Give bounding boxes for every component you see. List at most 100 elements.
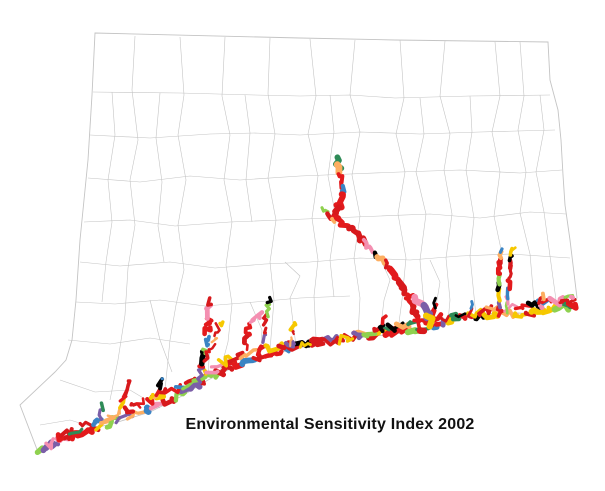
shoreline-segment [315,337,337,347]
town-boundary-line [109,35,139,401]
shoreline-segment [511,246,517,252]
shoreline-segment [309,337,326,348]
shoreline-segment [432,296,437,310]
shoreline-segment [160,396,177,407]
shoreline-segment [75,427,95,439]
shoreline-segment [181,380,194,391]
shoreline-segment [331,214,351,229]
town-boundary-line [39,419,97,429]
shoreline-segment [135,397,146,409]
shoreline-segment [398,285,408,297]
shoreline-segment [243,321,253,337]
shoreline-segment [547,295,566,308]
shoreline-segment [206,296,213,307]
shoreline-segment [540,291,546,302]
shoreline-segment [202,325,213,337]
shoreline-segment [380,314,388,326]
shoreline-segment [288,321,298,332]
shoreline-segment [78,420,92,428]
shoreline-segment [469,300,474,310]
shoreline-segment [336,172,345,190]
shoreline-segment [565,300,579,311]
shoreline-segment [143,404,152,415]
map-title: Environmental Sensitivity Index 2002 [185,416,475,433]
town-boundary-line [89,129,556,139]
shoreline-segment [377,323,386,334]
town-boundary-line [535,94,557,301]
shoreline-segment [351,330,364,341]
town-boundary-line [83,211,567,227]
shoreline-segment [320,206,330,214]
town-boundary-line [101,91,116,303]
shoreline-segment [496,272,502,287]
town-boundary-line [517,41,535,301]
shoreline-segment [238,348,258,361]
shoreline-segment [330,216,337,224]
shoreline-segment [203,334,211,348]
shoreline-segment [361,237,375,255]
shoreline-segment [213,322,221,338]
town-boundary-line [164,36,187,391]
town-boundary-line [349,39,361,337]
shoreline-segment [218,320,225,328]
shoreline-segment [449,311,462,322]
shoreline-segment [283,339,296,349]
shoreline-segment [495,259,503,277]
shoreline-segment [129,402,138,407]
shoreline-segment [264,302,272,319]
shoreline-segment [204,302,214,321]
shoreline-segment [155,377,165,391]
town-boundary-line [267,37,277,351]
town-boundary-line [415,97,427,306]
town-boundary-line [79,253,571,269]
town-boundary-line [439,40,453,323]
shoreline-segment [298,341,312,349]
shoreline-segment [568,294,576,300]
town-boundary-line [307,38,319,339]
town-boundary-line [87,169,563,183]
shoreline-segment [99,415,116,425]
shoreline-segment [261,333,268,344]
shoreline-segment [333,161,343,177]
shoreline-segment [385,322,397,333]
shoreline-segment [265,295,273,305]
shoreline-segment [289,336,293,348]
shoreline-segment [422,312,436,330]
shoreline-segment [209,361,226,369]
town-boundary-line [465,95,477,317]
shoreline-segment [528,307,547,315]
shoreline-segment [498,247,504,254]
shoreline-segment [216,354,235,368]
shoreline-segment [337,333,355,346]
shoreline-segment [99,401,105,413]
town-boundary-line [219,36,233,373]
shoreline-segment [505,278,513,292]
shoreline-segment [204,369,220,375]
esi-shoreline [34,154,579,456]
shoreline-segment [261,312,269,327]
shoreline-segment [163,383,182,395]
shoreline-segment [44,437,55,451]
shoreline-segment [263,349,284,359]
shoreline-segment [262,326,268,335]
shoreline-segment [207,342,217,352]
shoreline-segment [513,303,533,311]
shoreline-segment [125,409,148,421]
shoreline-segment [202,351,210,363]
shoreline-segment [122,405,136,415]
shoreline-segment [106,407,121,419]
town-boundary-line [149,299,173,373]
shoreline-segment [239,356,258,367]
shoreline-segment [196,366,206,384]
shoreline-segment [148,392,156,400]
town-boundary-line [244,94,253,223]
town-boundary-line [327,94,337,298]
shoreline-segment [199,348,207,367]
shoreline-segment [256,310,265,321]
shoreline-segment [325,211,333,222]
shoreline-segment [438,314,450,323]
shoreline-segment [50,441,61,450]
shoreline-segment [523,310,537,318]
shoreline-segment [114,411,135,425]
shoreline-segment [67,427,84,436]
